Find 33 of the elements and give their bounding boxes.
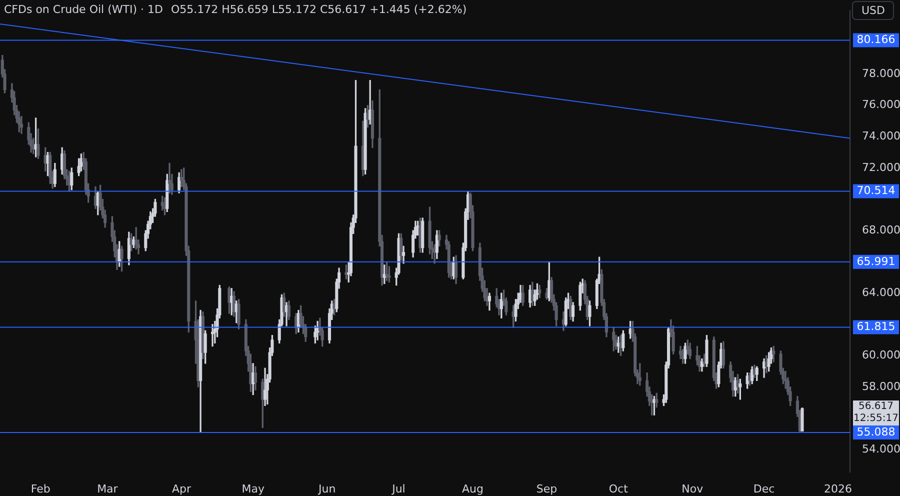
y-tick-label: 76.000 xyxy=(862,98,900,112)
x-tick-label: Sep xyxy=(536,482,558,496)
y-tick-label: 60.000 xyxy=(862,348,900,362)
x-tick-label: Feb xyxy=(30,482,50,496)
x-tick-label: Jun xyxy=(318,482,336,496)
ref-line-label: 80.166 xyxy=(856,33,896,46)
x-tick-label: Jul xyxy=(391,482,406,496)
x-tick-label: Mar xyxy=(97,482,118,496)
text: 12:55:17 xyxy=(854,413,898,424)
y-tick-label: 72.000 xyxy=(862,160,900,174)
x-tick-label: 2026 xyxy=(824,482,852,496)
y-tick-label: 54.000 xyxy=(862,442,900,456)
x-tick-label: Aug xyxy=(462,482,484,496)
ref-line-label: 70.514 xyxy=(856,184,896,198)
x-tick-label: Oct xyxy=(608,482,629,496)
text: 56.617 xyxy=(858,401,894,412)
candlestick xyxy=(180,169,183,188)
x-tick-label: Dec xyxy=(753,482,775,496)
y-tick-label: 74.000 xyxy=(862,130,900,143)
x-tick-label: Nov xyxy=(682,482,704,496)
y-tick-label: 68.000 xyxy=(862,223,900,236)
ref-line-label: 65.991 xyxy=(856,254,896,268)
ref-line-label: 55.088 xyxy=(856,425,896,438)
candlestick xyxy=(168,162,172,194)
chart-title: CFDs on Crude Oil (WTI) · 1D xyxy=(4,3,163,16)
chart-subtitle: O55.172 H56.659 L55.172 C56.617 +1.445 (+2.62%) xyxy=(170,3,467,16)
x-tick-label: Apr xyxy=(172,482,192,496)
text: USD xyxy=(852,1,894,20)
x-tick-label: May xyxy=(242,482,265,496)
y-tick-label: 64.000 xyxy=(862,286,900,299)
y-tick-label: 78.000 xyxy=(862,66,900,80)
y-tick-label: 58.000 xyxy=(862,380,900,393)
ref-line-label: 61.815 xyxy=(856,320,896,334)
